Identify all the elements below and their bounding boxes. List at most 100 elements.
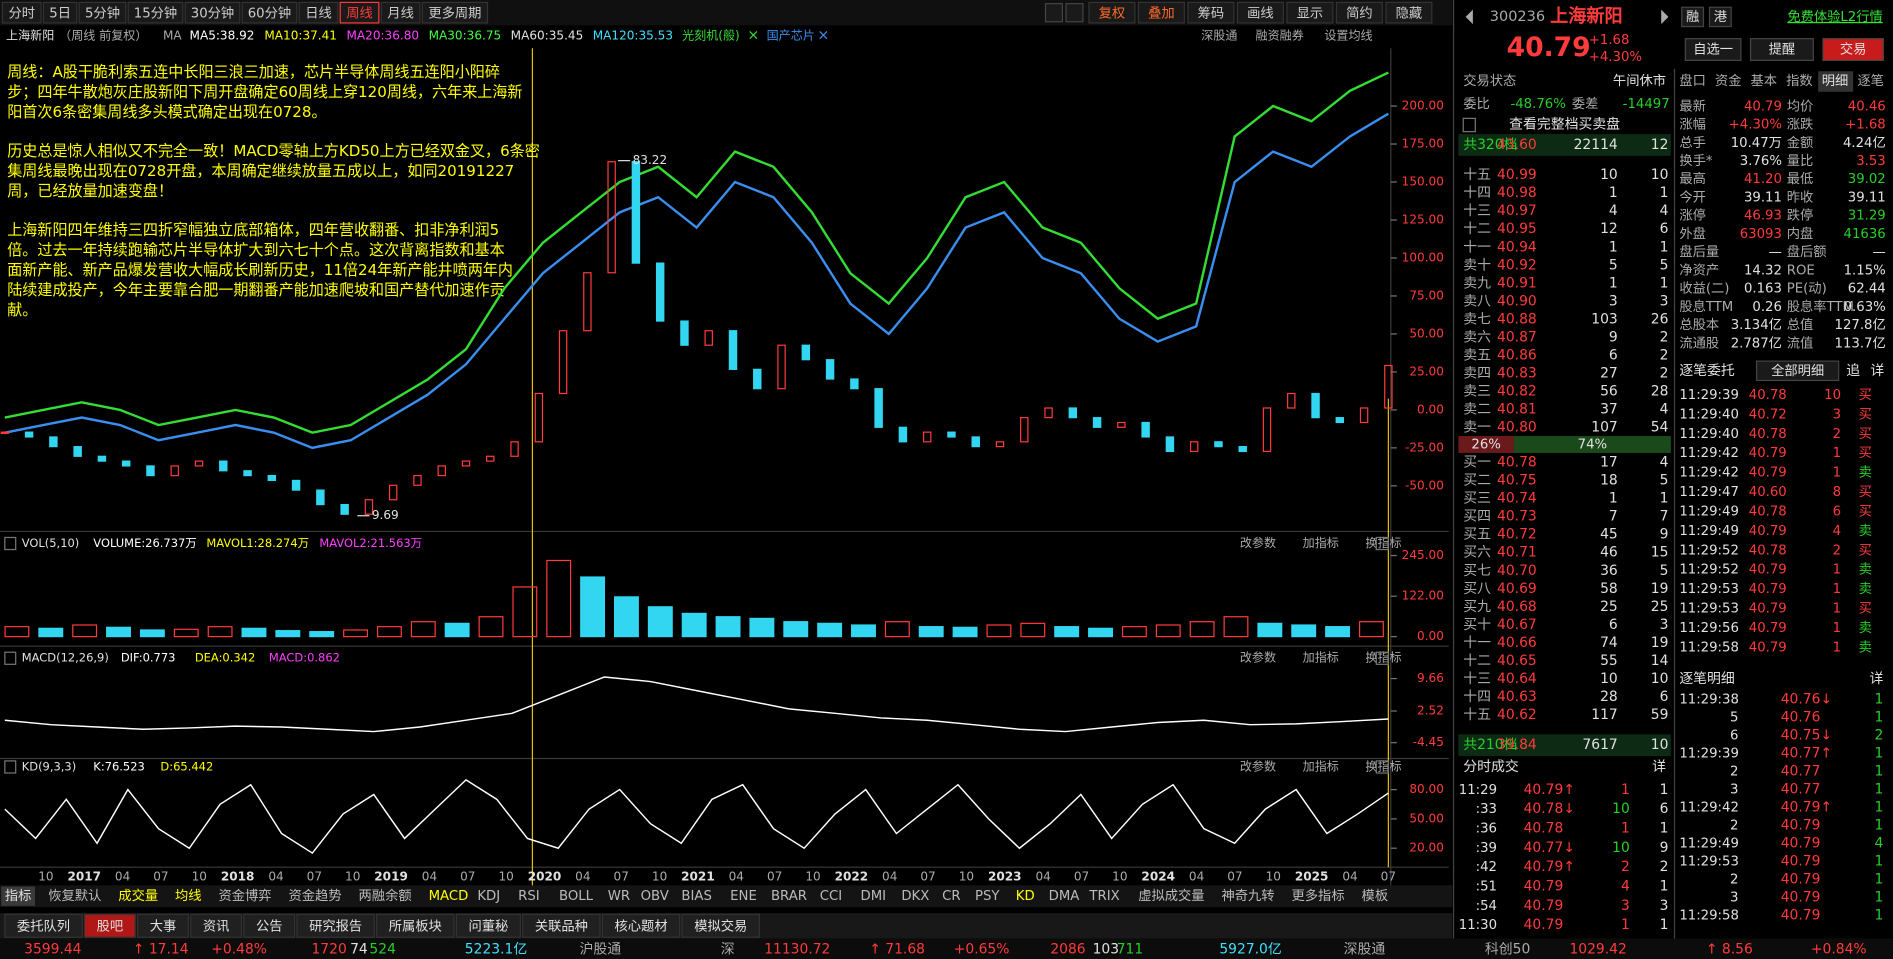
period-button[interactable] <box>421 1 489 24</box>
panel-tool[interactable]: 加指标 <box>1303 650 1339 665</box>
indicator-tab[interactable]: ENE <box>730 889 757 904</box>
tab-label[interactable]: 研究报告 <box>309 918 362 934</box>
tab-label[interactable]: 所属板块 <box>389 918 442 934</box>
orders-filter[interactable]: 全部明细 <box>1771 362 1824 379</box>
tab-label[interactable]: 公告 <box>256 918 283 934</box>
tool-label[interactable]: 叠加 <box>1148 5 1175 21</box>
tab[interactable] <box>4 913 83 938</box>
badge-label[interactable]: 融 <box>1686 9 1699 25</box>
tab-label[interactable]: 关联品种 <box>535 918 588 934</box>
period-button[interactable] <box>78 1 127 24</box>
detail-tab[interactable]: 资金 <box>1715 73 1742 89</box>
period-button[interactable] <box>42 1 78 24</box>
next-stock[interactable] <box>1661 9 1669 25</box>
action-label[interactable]: 交易 <box>1840 41 1867 58</box>
tab-label[interactable]: 核心题材 <box>615 918 668 934</box>
tab-label[interactable]: 股吧 <box>97 919 124 934</box>
period-button[interactable] <box>298 1 339 24</box>
trades-more[interactable]: 详 <box>1869 671 1883 687</box>
help-icon[interactable] <box>4 760 17 774</box>
period-label[interactable]: 60分钟 <box>248 4 291 21</box>
filter-select[interactable] <box>1755 360 1840 382</box>
tab-label[interactable]: 资讯 <box>203 918 230 934</box>
tab[interactable] <box>83 913 136 938</box>
indicator-tab[interactable]: 神奇九转 <box>1222 887 1275 904</box>
detail-tab[interactable]: 逐笔 <box>1857 73 1884 89</box>
panel-tool[interactable]: 改参数 <box>1240 758 1276 773</box>
overlay-legend[interactable]: 国产芯片 <box>767 29 815 43</box>
overlay-legend[interactable]: 光刻机(般) <box>682 28 740 43</box>
tab[interactable] <box>137 913 189 938</box>
indicator-tab[interactable]: KDJ <box>477 889 500 904</box>
panel-tool[interactable]: 改参数 <box>1240 650 1276 665</box>
tab[interactable] <box>681 913 760 938</box>
panel-tool[interactable]: 改参数 <box>1240 535 1276 550</box>
promo-link[interactable]: 免费体验L2行情 <box>1787 9 1882 25</box>
chart-link[interactable]: 融资融券 <box>1256 28 1304 43</box>
ticks-more[interactable]: 详 <box>1652 759 1666 775</box>
action-button[interactable] <box>1749 38 1814 61</box>
tool-button[interactable] <box>1385 1 1433 24</box>
indicator-tab[interactable]: CR <box>942 889 960 904</box>
badge-label[interactable]: 港 <box>1714 9 1727 25</box>
period-button[interactable] <box>184 1 241 24</box>
detail-tab[interactable]: 明细 <box>1822 73 1849 89</box>
indicator-tab[interactable]: PSY <box>975 889 1000 904</box>
period-label[interactable]: 15分钟 <box>134 4 177 21</box>
indicator-tab[interactable]: KD <box>1016 889 1035 904</box>
indicator-tab[interactable]: DKX <box>901 889 929 904</box>
tool-button[interactable] <box>1335 1 1383 24</box>
tab[interactable] <box>376 913 455 938</box>
period-label[interactable]: 5分钟 <box>85 4 120 21</box>
indicator-tab[interactable]: OBV <box>641 889 669 904</box>
panel-tool[interactable]: 换指标 <box>1365 650 1401 665</box>
overlay-remove[interactable] <box>749 30 758 40</box>
period-button[interactable] <box>380 1 421 24</box>
indicator-tab[interactable]: 虚拟成交量 <box>1138 887 1204 904</box>
detail-tab[interactable]: 基本 <box>1751 73 1778 89</box>
tool-label[interactable]: 显示 <box>1297 6 1324 21</box>
indicator-tab[interactable]: DMI <box>861 889 887 904</box>
period-button[interactable] <box>127 1 184 24</box>
chart-link[interactable]: 深股通 <box>1201 29 1237 43</box>
zoom-in[interactable] <box>1044 3 1064 23</box>
orders-chase[interactable]: 追 <box>1846 363 1860 379</box>
panel-close[interactable] <box>1375 536 1389 551</box>
action-label[interactable]: 提醒 <box>1769 42 1796 58</box>
indicator-tab[interactable]: DMA <box>1049 889 1080 904</box>
period-label[interactable]: 5日 <box>49 6 71 21</box>
indicator-tab[interactable]: 资金博弈 <box>219 888 272 904</box>
tool-button[interactable] <box>1137 1 1185 24</box>
tool-label[interactable]: 画线 <box>1247 5 1274 21</box>
tool-button[interactable] <box>1187 1 1235 24</box>
indicator-tab[interactable]: 成交量 <box>118 887 158 904</box>
help-icon[interactable] <box>4 536 17 551</box>
indicator-tab[interactable]: 指标 <box>5 888 32 904</box>
period-label[interactable]: 分时 <box>8 5 35 21</box>
tab-label[interactable]: 委托队列 <box>17 918 70 934</box>
action-button[interactable] <box>1684 38 1742 61</box>
tab[interactable] <box>601 913 681 938</box>
tool-label[interactable]: 筹码 <box>1198 4 1225 21</box>
indicator-tab[interactable]: 更多指标 <box>1292 887 1345 904</box>
detail-tab[interactable]: 盘口 <box>1679 72 1706 89</box>
tab[interactable] <box>243 913 296 938</box>
panel-close[interactable] <box>1375 651 1389 665</box>
help-icon[interactable] <box>4 651 17 665</box>
indicator-tab[interactable]: CCI <box>820 889 842 904</box>
indicator-tab[interactable]: BRAR <box>771 889 807 904</box>
tool-label[interactable]: 复权 <box>1099 4 1126 21</box>
tab[interactable] <box>190 913 243 938</box>
period-label[interactable]: 更多周期 <box>428 4 481 21</box>
panel-tool[interactable]: 加指标 <box>1303 535 1339 550</box>
help-icon[interactable] <box>1462 117 1476 133</box>
period-button[interactable] <box>1 1 42 24</box>
panel-tool[interactable]: 加指标 <box>1303 758 1339 773</box>
tool-button[interactable] <box>1236 1 1284 24</box>
panel-tool[interactable]: 换指标 <box>1365 535 1401 550</box>
tool-label[interactable]: 隐藏 <box>1396 5 1423 21</box>
period-button[interactable] <box>241 1 298 24</box>
indicator-tab[interactable]: TRIX <box>1088 889 1119 904</box>
period-label[interactable]: 周线 <box>346 5 373 21</box>
overlay-remove[interactable] <box>819 30 828 40</box>
